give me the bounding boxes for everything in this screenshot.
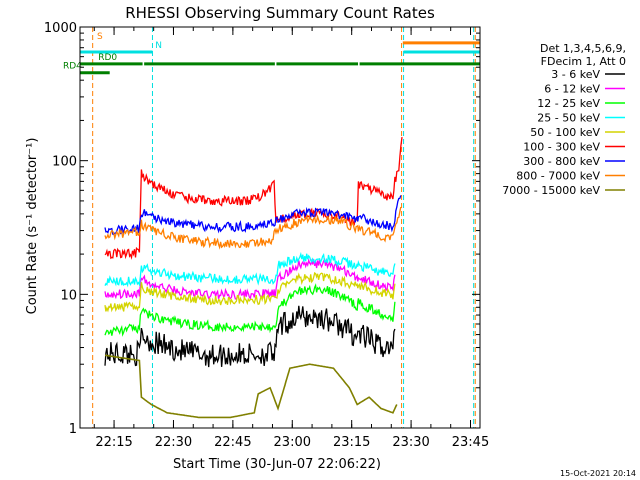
y-tick-label: 10	[60, 288, 77, 303]
x-tick-label: 22:15	[95, 435, 132, 450]
series-line-50-100-kev	[104, 271, 396, 313]
y-tick-label: 1	[69, 422, 77, 437]
series-line-100-300-kev	[104, 137, 403, 260]
y-tick-label: 1000	[44, 21, 77, 36]
chart-title: RHESSI Observing Summary Count Rates	[125, 4, 435, 22]
legend-label-100-300-kev: 100 - 300 keV	[523, 141, 600, 154]
flag-label-rd0: RD0	[98, 53, 117, 63]
plot-inner	[80, 27, 480, 428]
legend-header: Det 1,3,4,5,6,9,FDecim 1, Att 0	[540, 42, 626, 68]
flag-label-s: S	[97, 32, 103, 42]
x-tick-label: 22:30	[155, 435, 192, 450]
flag-label-n: N	[155, 41, 162, 51]
series-line-25-50-kev	[104, 251, 396, 288]
axes: 22:15 22:30 22:45 23:00 23:15 23:30 23:45 1 10 10…	[44, 21, 489, 450]
series-line-3-6-kev	[104, 305, 396, 368]
legend-label-800-7000-kev: 800 - 7000 keV	[516, 170, 600, 183]
plot-area: S N RD0 RD4	[63, 27, 480, 428]
y-tick-label: 100	[52, 155, 77, 170]
legend-header-line: FDecim 1, Att 0	[541, 55, 626, 68]
series-line-800-7000-kev	[104, 206, 402, 250]
legend-header-line: Det 1,3,4,5,6,9,	[540, 42, 626, 55]
plot-frame	[79, 26, 481, 429]
flag-label-rd4: RD4	[63, 62, 82, 72]
series-line-6-12-kev	[104, 258, 396, 301]
x-tick-label: 22:45	[214, 435, 251, 450]
y-axis-label: Count Rate (s⁻¹ detector⁻¹)	[25, 138, 40, 315]
x-tick-label: 23:45	[452, 435, 489, 450]
legend-label-50-100-kev: 50 - 100 keV	[530, 126, 600, 139]
x-tick-label: 23:00	[274, 435, 311, 450]
series-line-7000-15000-kev	[104, 354, 398, 419]
legend-label-12-25-kev: 12 - 25 keV	[537, 97, 600, 110]
x-tick-label: 23:15	[333, 435, 370, 450]
series-line-300-800-kev	[104, 195, 402, 236]
legend-label-25-50-kev: 25 - 50 keV	[537, 112, 600, 125]
legend-label-7000-15000-kev: 7000 - 15000 keV	[502, 184, 600, 197]
x-axis-label: Start Time (30-Jun-07 22:06:22)	[173, 457, 381, 472]
series-line-12-25-kev	[104, 283, 396, 337]
x-tick-label: 23:30	[392, 435, 429, 450]
legend-label-300-800-kev: 300 - 800 keV	[523, 155, 600, 168]
legend-label-6-12-kev: 6 - 12 keV	[544, 83, 600, 96]
plot-timestamp: 15-Oct-2021 20:14	[560, 469, 636, 478]
legend-label-3-6-kev: 3 - 6 keV	[551, 68, 600, 81]
